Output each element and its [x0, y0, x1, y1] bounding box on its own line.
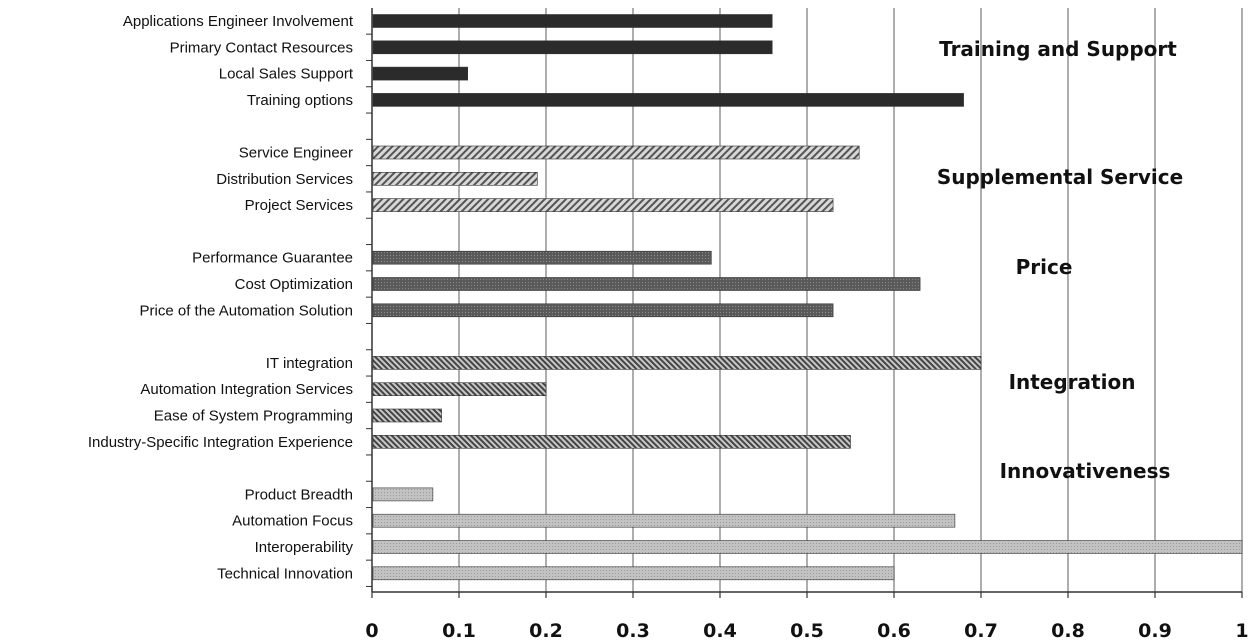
- x-tick-label: 0.1: [442, 620, 476, 642]
- bar: [372, 434, 851, 449]
- category-label: IT integration: [266, 355, 353, 372]
- bar: [372, 93, 964, 107]
- bar: [372, 250, 712, 265]
- x-tick-label: 0.3: [616, 620, 650, 642]
- category-label: Automation Integration Services: [140, 381, 353, 398]
- category-label: Primary Contact Resources: [170, 39, 353, 56]
- x-tick-label: 0.4: [703, 620, 737, 642]
- category-label: Performance Guarantee: [192, 250, 353, 267]
- x-tick-label: 0.9: [1138, 620, 1172, 642]
- category-label: Training options: [247, 92, 353, 109]
- bar: [372, 66, 468, 81]
- bar: [372, 277, 921, 291]
- bar: [372, 382, 547, 397]
- bar: [372, 356, 982, 370]
- x-tick-label: 0.5: [790, 620, 824, 642]
- category-label: Applications Engineer Involvement: [123, 13, 354, 30]
- x-tick-label: 0.2: [529, 620, 563, 642]
- category-label: Price of the Automation Solution: [140, 302, 353, 319]
- category-label: Automation Focus: [232, 513, 353, 530]
- bar: [372, 540, 1243, 554]
- x-tick-label: 1: [1235, 620, 1248, 642]
- category-label: Local Sales Support: [219, 66, 354, 83]
- group-label: Supplemental Service: [937, 165, 1183, 189]
- bar: [372, 40, 773, 55]
- category-label: Service Engineer: [239, 145, 353, 162]
- category-label: Cost Optimization: [235, 276, 353, 293]
- group-label: Price: [1016, 255, 1073, 279]
- bar: [372, 145, 860, 160]
- category-label: Project Services: [245, 197, 353, 214]
- bar: [372, 513, 956, 528]
- x-tick-label: 0.8: [1051, 620, 1085, 642]
- category-label: Ease of System Programming: [154, 408, 353, 425]
- category-label: Technical Innovation: [217, 565, 353, 582]
- bar: [372, 14, 773, 28]
- group-label: Training and Support: [939, 37, 1177, 61]
- category-label: Industry-Specific Integration Experience: [88, 434, 353, 451]
- group-label: Innovativeness: [1000, 459, 1171, 483]
- bar: [372, 566, 895, 581]
- bar: [372, 172, 538, 186]
- x-tick-label: 0: [365, 620, 378, 642]
- bar: [372, 487, 434, 502]
- bar: [372, 303, 834, 318]
- category-label: Interoperability: [255, 539, 354, 556]
- x-tick-label: 0.7: [964, 620, 998, 642]
- group-label: Integration: [1009, 370, 1136, 394]
- category-label: Product Breadth: [245, 486, 353, 503]
- x-tick-label: 0.6: [877, 620, 911, 642]
- bar: [372, 198, 834, 212]
- category-label: Distribution Services: [216, 171, 353, 188]
- bar: [372, 408, 442, 423]
